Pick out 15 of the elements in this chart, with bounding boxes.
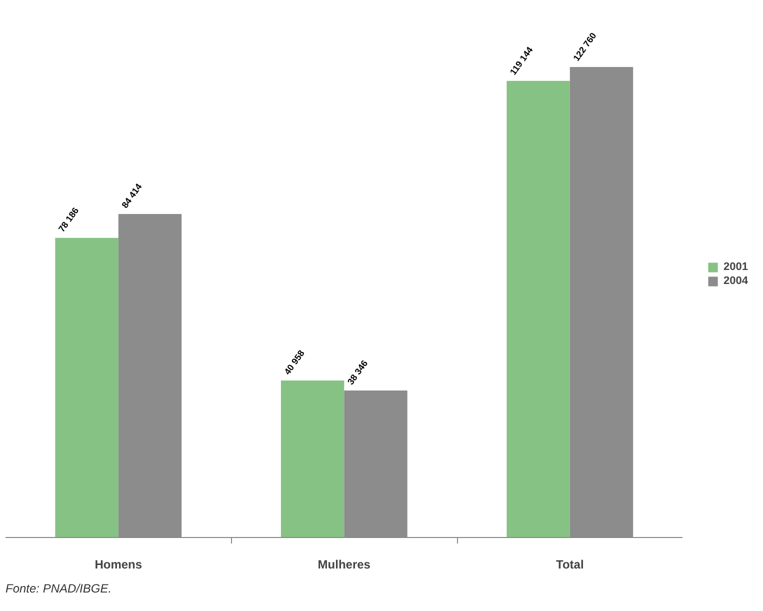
data-label: 84 414 — [120, 182, 144, 210]
x-tick-label: Mulheres — [318, 558, 371, 572]
data-label: 40 958 — [282, 348, 306, 377]
legend-label: 2001 — [724, 260, 748, 272]
data-label: 119 144 — [508, 44, 535, 77]
source-note: Fonte: PNAD/IBGE. — [6, 582, 112, 596]
bar — [55, 238, 118, 538]
data-label: 122 760 — [571, 30, 598, 63]
legend-label: 2004 — [724, 274, 748, 286]
bar — [280, 380, 344, 538]
x-tick-label: Homens — [94, 558, 142, 572]
x-tick-label: Total — [556, 558, 584, 572]
bar — [506, 80, 570, 538]
data-label: 78 186 — [56, 206, 81, 234]
data-label: 38 346 — [345, 358, 370, 387]
